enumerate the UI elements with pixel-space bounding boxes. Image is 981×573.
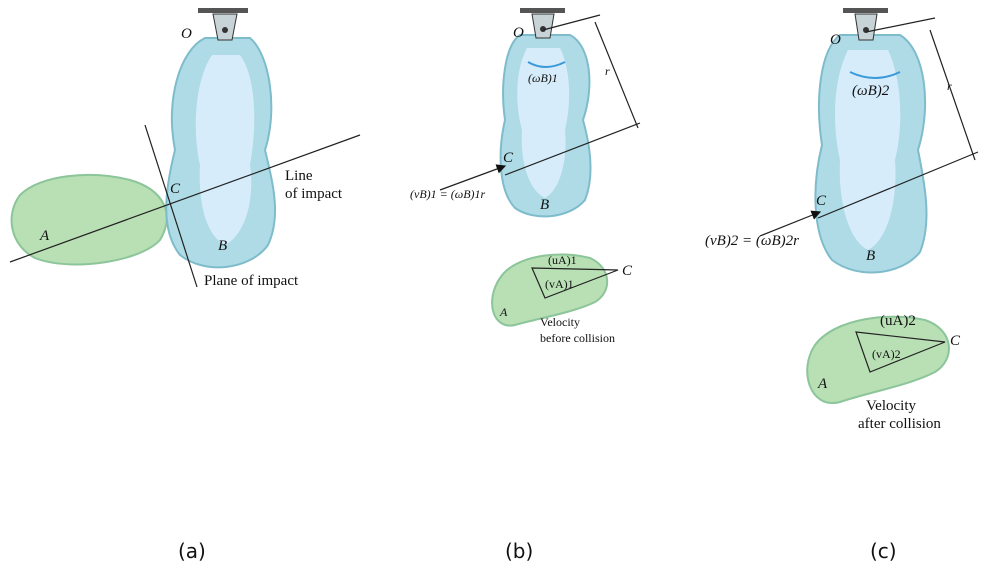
label: (uA)1 [548,253,577,267]
label: (vB)2 = (ωB)2r [705,233,799,249]
label: A [817,376,828,392]
label: C [503,150,514,166]
label: (ωB)2 [852,83,890,99]
label: (vA)1 [545,277,574,291]
label: (uA)2 [880,313,916,329]
label: r [605,64,610,78]
label: Velocity [540,315,580,329]
dimension-r [930,30,975,160]
label: r [947,79,952,93]
label: Plane of impact [204,273,299,289]
label: C [816,193,827,209]
page: O C Line of impact A B Plane of impact (… [0,0,981,573]
dimension-r [595,22,638,128]
caption: (a) [178,539,206,563]
label: O [513,25,524,41]
caption: (c) [870,539,897,563]
caption: (b) [505,539,533,563]
label: B [540,197,549,213]
body-a [12,175,167,264]
label: C [622,263,633,279]
panel-c: O (ωB)2 r C (vB)2 = (ωB)2r B (uA)2 C (vA… [705,8,978,563]
label: after collision [858,416,941,432]
label: of impact [285,186,343,202]
label: (ωB)1 [528,71,558,85]
label: A [499,305,508,319]
label: before collision [540,331,615,345]
label: C [950,333,961,349]
support [198,8,248,13]
panel-a: O C Line of impact A B Plane of impact (… [10,8,360,563]
label: Velocity [866,398,916,414]
label: O [181,26,192,42]
label: A [39,228,50,244]
label: (vA)2 [872,347,901,361]
label: (vB)1 = (ωB)1r [410,187,486,201]
panel-b: O (ωB)1 r C (vB)1 = (ωB)1r B (uA)1 C (vA… [410,8,640,563]
label: O [830,32,841,48]
label: Line [285,168,313,184]
pin-hole [222,27,228,33]
label: C [170,181,181,197]
label: B [218,238,227,254]
diagram: O C Line of impact A B Plane of impact (… [0,0,981,573]
support [520,8,565,13]
label: B [866,248,875,264]
support [843,8,888,13]
